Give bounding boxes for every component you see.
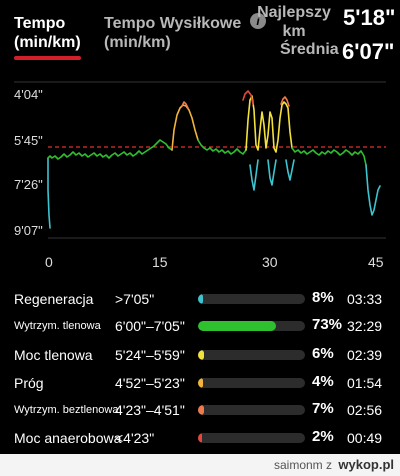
zone-range: 4'52"–5'23" xyxy=(115,375,185,391)
pace-line-recovery-start xyxy=(47,157,51,229)
y-tick-label: 4'04" xyxy=(14,87,43,102)
zone-row-aerobic-power: Moc tlenowa 5'24"–5'59" 6% 02:39 xyxy=(0,345,400,365)
zone-range: >7'05" xyxy=(115,291,155,307)
average-value: 6'07" xyxy=(342,39,395,64)
footer-watermark: saimonm z wykop.pl xyxy=(0,454,400,476)
zone-bar-track xyxy=(198,433,305,443)
zone-bar-track xyxy=(198,350,305,360)
zone-row-anaerobic-power: Moc anaerobowa <4'23" 2% 00:49 xyxy=(0,428,400,448)
y-tick-label: 5'45" xyxy=(14,133,43,148)
x-tick-label: 30 xyxy=(262,254,278,270)
zone-row-threshold: Próg 4'52"–5'23" 4% 01:54 xyxy=(0,373,400,393)
zone-time: 00:49 xyxy=(347,430,383,446)
zone-range: 4'23"–4'51" xyxy=(115,402,185,418)
zone-percent: 2% xyxy=(312,428,334,445)
info-icon[interactable]: i xyxy=(250,13,266,29)
pace-line-effort-peak-1 xyxy=(171,104,199,151)
tab-pace[interactable]: Tempo (min/km) xyxy=(14,14,81,52)
zone-range: 6'00"–7'05" xyxy=(115,318,185,334)
chart-gridlines xyxy=(14,81,386,239)
pace-line-aerobic-2 xyxy=(197,139,247,155)
zone-name: Regeneracja xyxy=(14,291,94,307)
tab-pace-label-line1: Tempo xyxy=(14,15,66,32)
zone-row-recovery: Regeneracja >7'05" 8% 03:33 xyxy=(0,289,400,309)
footer-username: saimonm z xyxy=(273,458,332,472)
zone-name: Próg xyxy=(14,375,44,391)
zone-percent: 7% xyxy=(312,400,334,417)
pace-line-peak-top-1 xyxy=(181,101,189,109)
pace-line-peak-top-3 xyxy=(280,96,290,107)
zone-bar-fill xyxy=(198,378,204,388)
zone-bar-fill xyxy=(198,294,204,304)
zone-range: 5'24"–5'59" xyxy=(115,347,185,363)
pace-line-effort-peak-2 xyxy=(245,95,293,153)
tab-effort-label-line1: Tempo Wysiłkowe xyxy=(104,15,242,32)
zone-time: 01:54 xyxy=(347,375,383,391)
tab-effort-pace[interactable]: Tempo Wysiłkowe (min/km) xyxy=(104,14,241,52)
zone-name: Wytrzym. tlenowa xyxy=(14,320,101,332)
wykop-logo: wykop.pl xyxy=(338,457,394,472)
pace-chart xyxy=(14,81,386,239)
pace-line-recovery-end xyxy=(365,164,381,216)
zone-time: 32:29 xyxy=(347,318,383,334)
y-tick-label: 7'26" xyxy=(14,177,43,192)
x-tick-label: 15 xyxy=(152,254,168,270)
best-km-value: 5'18" xyxy=(343,5,396,30)
zone-bar-fill xyxy=(198,405,205,415)
y-tick-label: 9'07" xyxy=(14,223,43,238)
zone-name: Wytrzym. beztlenowa xyxy=(14,404,119,416)
zone-time: 02:39 xyxy=(347,347,383,363)
zone-range: <4'23" xyxy=(115,430,155,446)
zone-bar-track xyxy=(198,321,305,331)
zone-bar-fill xyxy=(198,350,205,360)
zone-row-anaerobic-endurance: Wytrzym. beztlenowa 4'23"–4'51" 7% 02:56 xyxy=(0,400,400,420)
zone-bar-fill xyxy=(198,433,203,443)
zone-bar-track xyxy=(198,294,305,304)
zone-percent: 4% xyxy=(312,373,334,390)
tab-pace-label-line2: (min/km) xyxy=(14,34,81,51)
zone-time: 02:56 xyxy=(347,402,383,418)
zone-bar-fill xyxy=(198,321,277,331)
header: Tempo (min/km) Tempo Wysiłkowe (min/km) … xyxy=(0,0,400,70)
zone-percent: 6% xyxy=(312,345,334,362)
pace-line-peak-top-2 xyxy=(242,90,254,105)
zone-time: 03:33 xyxy=(347,291,383,307)
pace-line-aerobic-3 xyxy=(291,147,367,166)
tab-active-indicator xyxy=(14,56,81,60)
best-km-label-line1: Najlepszy xyxy=(257,4,331,21)
zone-name: Moc tlenowa xyxy=(14,347,93,363)
pace-line-aerobic-1 xyxy=(47,139,173,160)
x-tick-label: 0 xyxy=(45,254,53,270)
average-label: Średnia xyxy=(280,41,339,58)
zone-percent: 73% xyxy=(312,316,343,333)
best-km-label: Najlepszy km xyxy=(256,3,332,41)
zone-row-aerobic-endurance: Wytrzym. tlenowa 6'00"–7'05" 73% 32:29 xyxy=(0,316,400,336)
zone-percent: 8% xyxy=(312,289,334,306)
best-km-label-line2: km xyxy=(282,23,306,40)
zone-bar-track xyxy=(198,378,305,388)
pace-line-recovery-dips xyxy=(249,159,295,191)
x-tick-label: 45 xyxy=(368,254,384,270)
zone-bar-track xyxy=(198,405,305,415)
zone-name: Moc anaerobowa xyxy=(14,430,122,446)
tab-effort-label-line2: (min/km) xyxy=(104,34,171,51)
